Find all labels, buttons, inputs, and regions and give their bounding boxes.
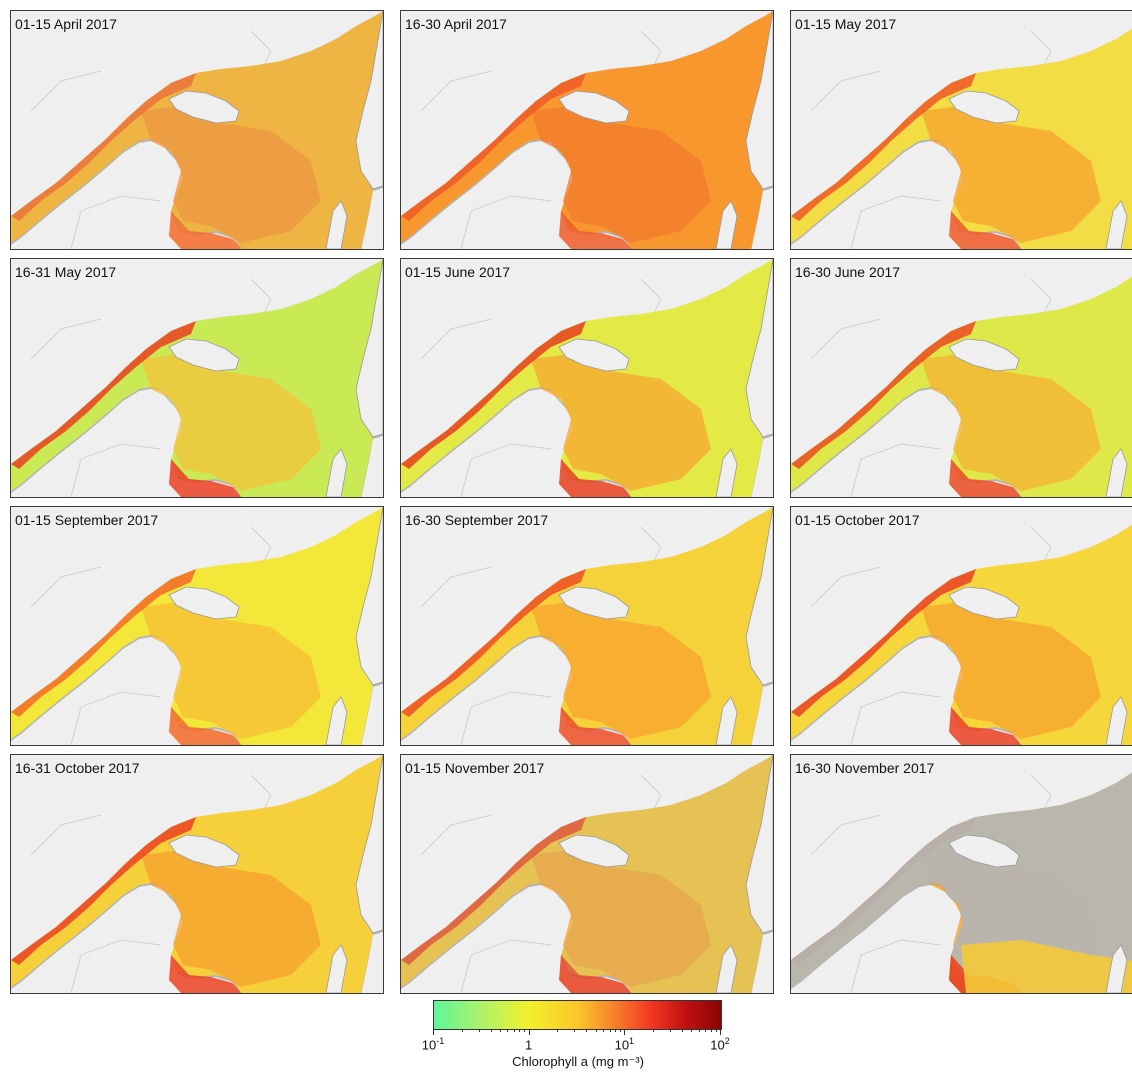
colorbar-major-tick (624, 1029, 626, 1035)
panel-date-label: 16-31 October 2017 (15, 760, 140, 776)
panel-date-label: 16-30 April 2017 (405, 16, 507, 32)
chlorophyll-map (791, 259, 1132, 497)
chlorophyll-map (791, 755, 1132, 993)
colorbar-minor-tick (615, 1029, 617, 1032)
map-panel: 16-30 April 2017 (400, 10, 774, 250)
colorbar-minor-tick (557, 1029, 559, 1032)
map-panel: 01-15 June 2017 (400, 258, 774, 498)
map-grid: 01-15 April 2017 16-30 April 2017 01-15 Ma… (10, 10, 1132, 995)
colorbar-minor-tick (595, 1029, 597, 1032)
colorbar-major-tick (433, 1029, 434, 1035)
colorbar-minor-tick (499, 1029, 501, 1032)
colorbar-minor-tick (586, 1029, 588, 1032)
chlorophyll-map (791, 507, 1132, 745)
colorbar-tick-label: 10-1 (421, 1036, 445, 1053)
map-panel: 01-15 November 2017 (400, 754, 774, 994)
colorbar-tick-label: 1 (525, 1037, 533, 1053)
chlorophyll-map (401, 259, 773, 497)
colorbar-minor-tick (519, 1029, 521, 1032)
colorbar-minor-tick (603, 1029, 605, 1032)
colorbar-minor-tick (698, 1029, 700, 1032)
colorbar-minor-tick (478, 1029, 480, 1032)
colorbar-minor-tick (619, 1029, 621, 1032)
colorbar-minor-tick (669, 1029, 671, 1032)
panel-date-label: 01-15 April 2017 (15, 16, 117, 32)
panel-date-label: 16-30 September 2017 (405, 512, 549, 528)
colorbar-minor-tick (705, 1029, 707, 1032)
colorbar-minor-tick (490, 1029, 492, 1032)
panel-date-label: 16-30 June 2017 (795, 264, 901, 280)
panel-date-label: 01-15 November 2017 (405, 760, 545, 776)
chlorophyll-map (401, 11, 773, 249)
chlorophyll-map (11, 507, 383, 745)
colorbar-tick-label: 101 (614, 1036, 635, 1053)
colorbar-major-tick (528, 1029, 530, 1035)
chlorophyll-map (401, 507, 773, 745)
colorbar-minor-tick (513, 1029, 515, 1032)
colorbar-major-tick (720, 1029, 721, 1035)
panel-date-label: 16-31 May 2017 (15, 264, 117, 280)
chlorophyll-map (11, 259, 383, 497)
colorbar-minor-tick (715, 1029, 717, 1032)
colorbar-minor-tick (653, 1029, 655, 1032)
chlorophyll-map (11, 755, 383, 993)
colorbar-minor-tick (461, 1029, 463, 1032)
panel-date-label: 01-15 May 2017 (795, 16, 897, 32)
colorbar-minor-tick (524, 1029, 526, 1032)
colorbar-minor-tick (681, 1029, 683, 1032)
map-panel: 01-15 October 2017 (790, 506, 1132, 746)
map-panel: 01-15 September 2017 (10, 506, 384, 746)
colorbar-tick-label: 102 (710, 1036, 730, 1053)
map-panel: 16-30 September 2017 (400, 506, 774, 746)
panel-date-label: 16-30 November 2017 (795, 760, 935, 776)
chlorophyll-map (791, 11, 1132, 249)
map-panel: 16-31 May 2017 (10, 258, 384, 498)
colorbar-minor-tick (609, 1029, 611, 1032)
colorbar-minor-tick (574, 1029, 576, 1032)
map-panel: 01-15 May 2017 (790, 10, 1132, 250)
colorbar-minor-tick (710, 1029, 712, 1032)
map-panel: 01-15 April 2017 (10, 10, 384, 250)
colorbar-legend: 10-1 1 101 102 Chlorophyll a (mg m⁻³) (422, 1000, 730, 1072)
colorbar-minor-tick (691, 1029, 693, 1032)
map-panel: 16-30 June 2017 (790, 258, 1132, 498)
chlorophyll-map (401, 755, 773, 993)
chlorophyll-map (11, 11, 383, 249)
map-panel: 16-30 November 2017 (790, 754, 1132, 994)
map-panel: 16-31 October 2017 (10, 754, 384, 994)
panel-date-label: 01-15 June 2017 (405, 264, 511, 280)
colorbar-title: Chlorophyll a (mg m⁻³) (512, 1054, 644, 1069)
panel-date-label: 01-15 October 2017 (795, 512, 920, 528)
colorbar-gradient (433, 1000, 722, 1030)
colorbar-minor-tick (507, 1029, 509, 1032)
panel-date-label: 01-15 September 2017 (15, 512, 159, 528)
